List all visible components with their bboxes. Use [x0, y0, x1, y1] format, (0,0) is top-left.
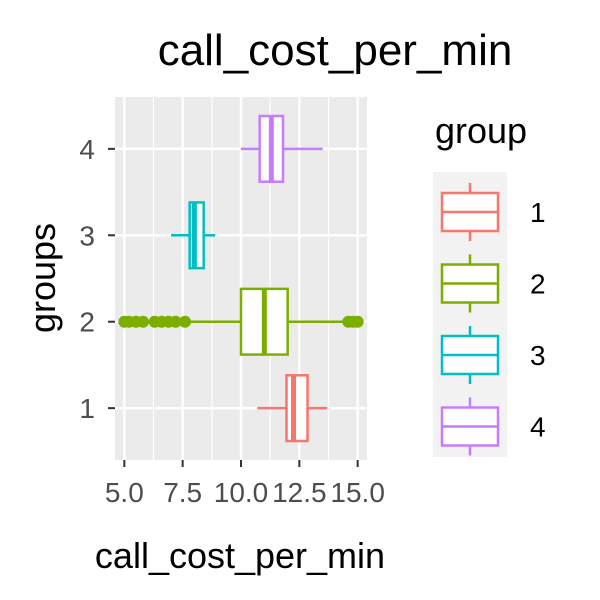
- x-axis: 5.0 7.5 10.0 12.5 15.0: [105, 460, 385, 508]
- x-tick-label: 12.5: [272, 477, 327, 508]
- y-tick-label: 2: [79, 307, 95, 338]
- y-tick-label: 1: [79, 393, 95, 424]
- x-axis-title: call_cost_per_min: [95, 535, 385, 576]
- legend-label: 3: [530, 340, 546, 371]
- legend-key: [440, 397, 500, 456]
- x-tick-label: 15.0: [330, 477, 385, 508]
- legend-key: [440, 326, 500, 384]
- legend-key: [440, 183, 500, 241]
- y-axis-title: groups: [22, 223, 63, 333]
- x-tick-label: 7.5: [163, 477, 202, 508]
- legend-title: group: [435, 110, 527, 151]
- box-iqr: [285, 374, 309, 443]
- legend-label: 1: [530, 197, 546, 228]
- legend-label: 4: [530, 412, 546, 443]
- x-tick-label: 5.0: [105, 477, 144, 508]
- y-tick-label: 3: [79, 220, 95, 251]
- legend-label: 2: [530, 269, 546, 300]
- legend-key: [440, 254, 500, 313]
- legend: 1 2 3 4: [433, 172, 546, 457]
- box-outlier: [179, 315, 191, 328]
- box-outlier: [351, 315, 364, 328]
- box-outlier: [137, 315, 149, 328]
- chart-title: call_cost_per_min: [158, 26, 513, 75]
- box-outlier: [169, 315, 182, 328]
- x-tick-label: 10.0: [214, 477, 269, 508]
- boxes: [118, 114, 364, 443]
- y-axis: 1 2 3 4: [79, 134, 115, 424]
- y-tick-label: 4: [79, 134, 95, 165]
